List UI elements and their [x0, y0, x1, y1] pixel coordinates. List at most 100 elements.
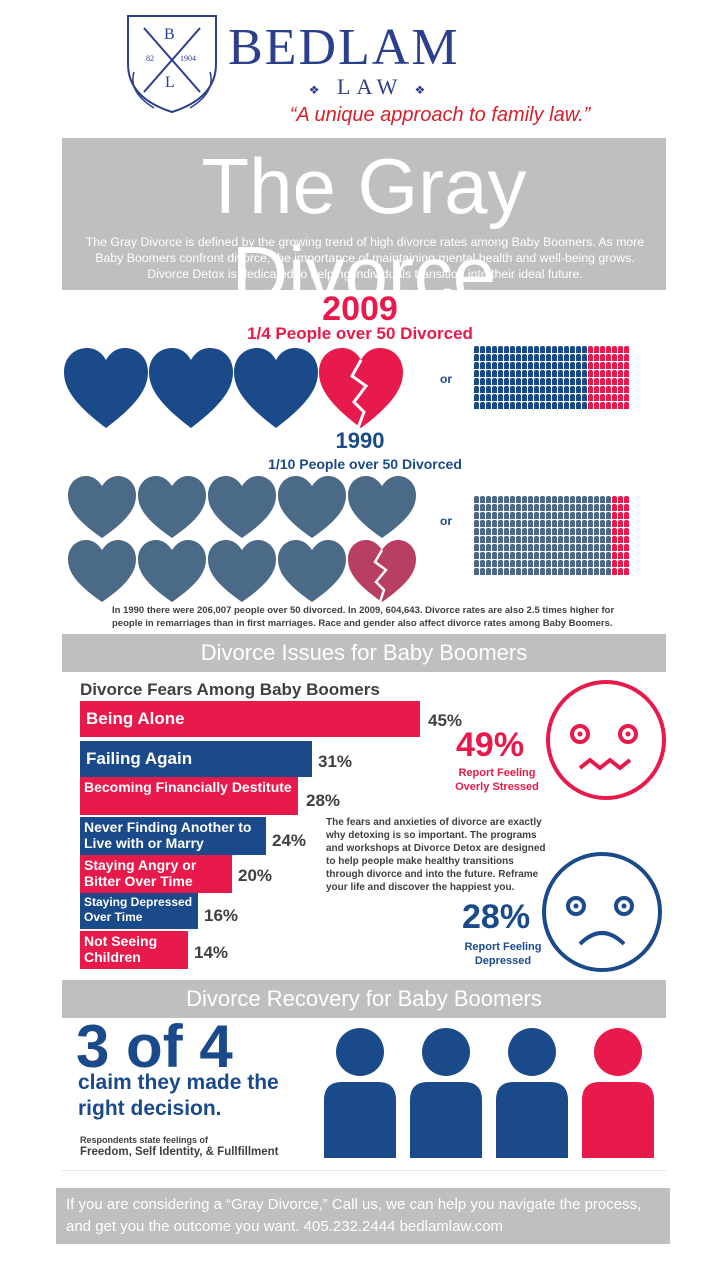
- person-icon: [588, 346, 593, 353]
- person-icon: [606, 370, 611, 377]
- person-icon: [558, 568, 563, 575]
- person-icon: [486, 362, 491, 369]
- person-icon: [612, 378, 617, 385]
- person-icon: [522, 394, 527, 401]
- person-icon: [624, 544, 629, 551]
- person-icon: [612, 552, 617, 559]
- person-icon: [558, 496, 563, 503]
- person-icon: [480, 560, 485, 567]
- subtitle-1990: 1/10 People over 50 Divorced: [268, 456, 462, 472]
- heart-icon: [278, 476, 346, 538]
- person-icon: [510, 402, 515, 409]
- person-icon: [612, 560, 617, 567]
- depressed-pct: 28%: [462, 898, 531, 936]
- person-icon: [540, 504, 545, 511]
- person-icon: [618, 402, 623, 409]
- person-icon: [510, 378, 515, 385]
- heart-icon: [208, 540, 276, 602]
- person-icon: [516, 362, 521, 369]
- person-icon: [606, 552, 611, 559]
- person-icon: [522, 402, 527, 409]
- person-icon: [474, 560, 479, 567]
- person-icon: [534, 528, 539, 535]
- person-icon: [504, 354, 509, 361]
- person-icon: [534, 346, 539, 353]
- person-icon: [480, 346, 485, 353]
- person-icon: [546, 496, 551, 503]
- person-icon: [528, 544, 533, 551]
- person-icon: [540, 362, 545, 369]
- person-icon: [624, 536, 629, 543]
- heart-crack: [373, 549, 388, 603]
- person-icon: [564, 354, 569, 361]
- person-icon: [594, 568, 599, 575]
- person-icon: [552, 504, 557, 511]
- person-icon: [588, 560, 593, 567]
- person-icon: [588, 552, 593, 559]
- person-icon: [540, 512, 545, 519]
- person-icon: [486, 394, 491, 401]
- person-icon: [612, 568, 617, 575]
- person-icon: [582, 402, 587, 409]
- person-icon: [480, 386, 485, 393]
- person-icon: [576, 552, 581, 559]
- person-icon: [564, 536, 569, 543]
- person-icon: [516, 394, 521, 401]
- person-icon: [480, 496, 485, 503]
- person-icon: [516, 346, 521, 353]
- or-label-2009: or: [440, 372, 452, 386]
- person-icon: [564, 370, 569, 377]
- person-icon: [552, 536, 557, 543]
- person-icon: [606, 362, 611, 369]
- recovery-title: Divorce Recovery for Baby Boomers: [186, 986, 542, 1011]
- person-icon: [498, 560, 503, 567]
- person-icon: [576, 568, 581, 575]
- person-icon: [510, 568, 515, 575]
- stressed-face-icon: [546, 680, 666, 800]
- person-icon: [594, 528, 599, 535]
- flourish-left-icon: ❖: [308, 83, 326, 97]
- hero-title: The Gray Divorce: [201, 142, 527, 318]
- person-icon: [582, 504, 587, 511]
- cta-text: If you are considering a “Gray Divorce,”…: [66, 1196, 642, 1235]
- person-icon: [606, 378, 611, 385]
- person-icon: [612, 370, 617, 377]
- logo-crest: B L 82 1904: [124, 12, 220, 116]
- person-icon: [534, 354, 539, 361]
- year-2009: 2009: [322, 290, 398, 328]
- person-icon: [624, 346, 629, 353]
- person-icon: [552, 354, 557, 361]
- person-icon: [534, 544, 539, 551]
- person-icon: [594, 346, 599, 353]
- person-icon: [510, 560, 515, 567]
- person-icon: [522, 386, 527, 393]
- person-icon: [540, 568, 545, 575]
- person-icon: [582, 370, 587, 377]
- person-icon: [606, 536, 611, 543]
- person-icon: [546, 512, 551, 519]
- heart-icon: [348, 476, 416, 538]
- person-icon: [618, 496, 623, 503]
- person-icon: [510, 544, 515, 551]
- person-icon: [516, 512, 521, 519]
- person-icon: [486, 496, 491, 503]
- person-icon: [528, 504, 533, 511]
- person-icon: [558, 378, 563, 385]
- person-icon: [618, 370, 623, 377]
- person-icon: [624, 568, 629, 575]
- recovery-banner: Divorce Recovery for Baby Boomers: [62, 980, 666, 1018]
- person-icon: [588, 394, 593, 401]
- person-icon: [612, 504, 617, 511]
- person-icon: [570, 512, 575, 519]
- person-icon: [612, 394, 617, 401]
- person-icon: [522, 362, 527, 369]
- person-icon: [528, 568, 533, 575]
- person-icon: [624, 362, 629, 369]
- person-icon: [492, 504, 497, 511]
- person-icon: [564, 520, 569, 527]
- person-icon: [486, 346, 491, 353]
- hearts-1990: [68, 476, 416, 603]
- person-icon: [552, 362, 557, 369]
- person-icon: [474, 370, 479, 377]
- person-icon: [564, 394, 569, 401]
